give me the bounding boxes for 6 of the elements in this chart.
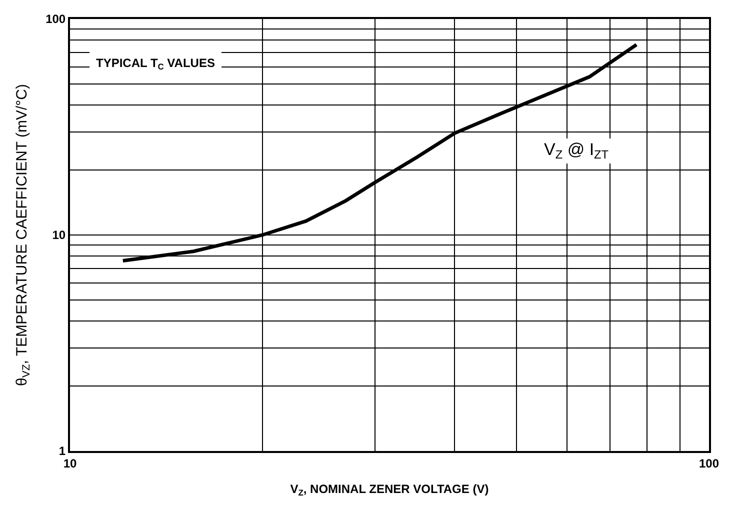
x-axis-title: V$_{Z}$, NOMINAL ZENER VOLTAGE (V) <box>290 482 489 498</box>
y-tick-label: 1 <box>58 444 66 458</box>
annotation: TYPICAL T$_{C}$ VALUES <box>96 56 215 72</box>
y-tick-label: 10 <box>52 228 66 242</box>
y-tick-label: 100 <box>46 12 66 26</box>
text: V$_{Z}$ @ I$_{ZT}$ <box>544 140 609 162</box>
